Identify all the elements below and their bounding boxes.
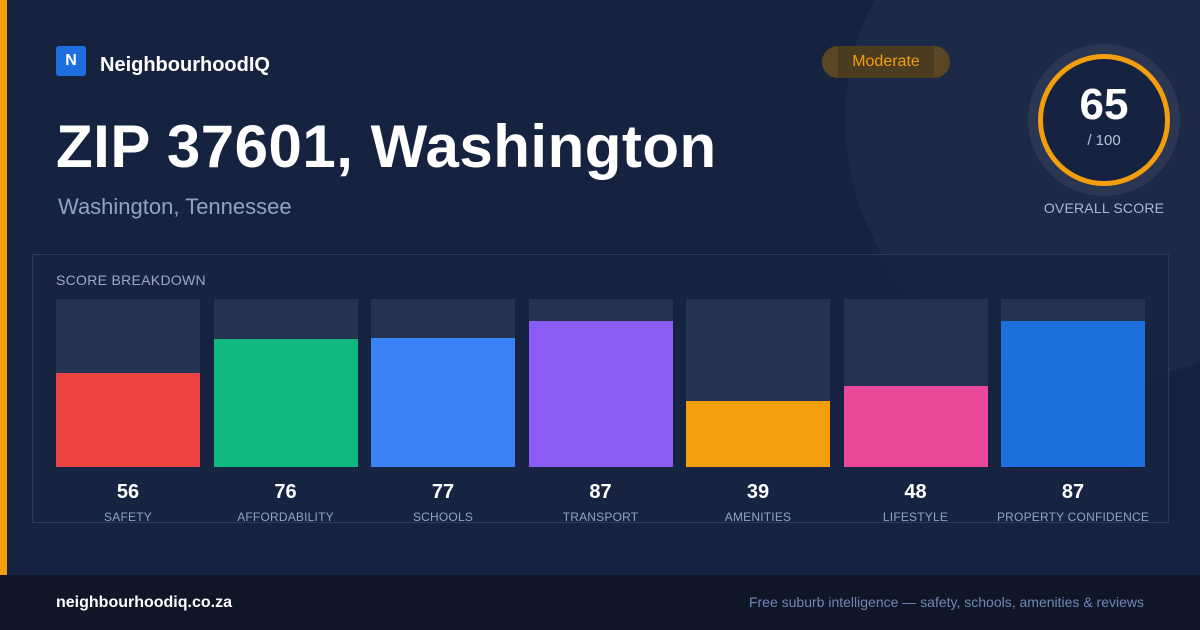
score-bar-label: AMENITIES bbox=[724, 510, 792, 524]
page-subtitle: Washington, Tennessee bbox=[58, 194, 292, 219]
overall-score-label: OVERALL SCORE bbox=[1043, 200, 1165, 216]
score-bar-label: PROPERTY CONFIDENCE bbox=[996, 510, 1150, 524]
score-bar-label: LIFESTYLE bbox=[882, 510, 949, 524]
overall-score-max: / 100 bbox=[1087, 132, 1121, 149]
score-ring-progress bbox=[1038, 54, 1170, 186]
rating-badge-label: Moderate bbox=[852, 53, 920, 70]
score-bar-track bbox=[528, 299, 673, 467]
score-bar-value: 56 bbox=[116, 481, 140, 503]
brand-name: NeighbourhoodIQ bbox=[100, 53, 270, 76]
footer: neighbourhoodiq.co.za Free suburb intell… bbox=[0, 575, 1200, 630]
score-bar-fill bbox=[56, 373, 200, 467]
score-bar-track bbox=[371, 299, 515, 467]
score-bar-track bbox=[843, 299, 988, 467]
overall-score-ring: 65 / 100 bbox=[1028, 44, 1180, 196]
left-accent-bar bbox=[0, 0, 7, 575]
score-bar-value: 77 bbox=[431, 481, 455, 503]
score-bar-label: SCHOOLS bbox=[412, 510, 474, 524]
score-bar-label: AFFORDABILITY bbox=[237, 510, 334, 524]
score-bar-value: 39 bbox=[746, 481, 770, 503]
brand: N NeighbourhoodIQ bbox=[56, 46, 270, 76]
score-bar-value: 87 bbox=[1061, 481, 1085, 503]
score-bar-fill bbox=[528, 321, 673, 467]
score-bar-value: 48 bbox=[904, 481, 927, 503]
score-bar-label: SAFETY bbox=[104, 510, 152, 524]
score-bar-label: TRANSPORT bbox=[562, 510, 639, 524]
score-bar-fill bbox=[371, 338, 515, 467]
score-bar-value: 87 bbox=[589, 481, 612, 503]
score-bar-fill bbox=[686, 401, 830, 467]
score-bar-track bbox=[56, 299, 200, 467]
footer-site-link[interactable]: neighbourhoodiq.co.za bbox=[56, 594, 232, 611]
share-card: N NeighbourhoodIQ Moderate ZIP 37601, Wa… bbox=[0, 0, 1180, 575]
score-bar-fill bbox=[1001, 321, 1145, 467]
score-bar-track bbox=[686, 299, 830, 467]
score-bar-value: 76 bbox=[274, 481, 297, 503]
score-bar-fill bbox=[213, 339, 358, 467]
page-title: ZIP 37601, Washington bbox=[56, 113, 717, 180]
score-breakdown-title: SCORE BREAKDOWN bbox=[56, 272, 206, 288]
rating-badge: Moderate bbox=[822, 46, 950, 78]
score-breakdown-panel: SCORE BREAKDOWN 56 SAFETY 76 AFFORDABILITY 7… bbox=[32, 254, 1169, 524]
score-bar-track bbox=[213, 299, 358, 467]
footer-tagline: Free suburb intelligence — safety, schoo… bbox=[748, 594, 1144, 610]
score-bar-track bbox=[1001, 299, 1145, 467]
brand-logo-icon: N bbox=[56, 46, 86, 76]
score-bar-fill bbox=[843, 386, 988, 467]
overall-score-value: 65 bbox=[1079, 80, 1129, 129]
